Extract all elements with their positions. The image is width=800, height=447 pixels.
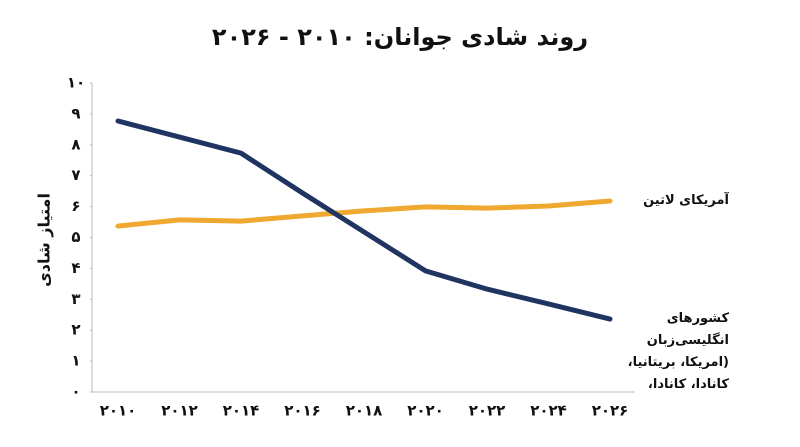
chart-title: روند شادی جوانان: ۲۰۱۰ - ۲۰۲۶ bbox=[212, 23, 588, 51]
y-tick-label: ۵ bbox=[71, 228, 80, 246]
x-tick-label: ۲۰۲۶ bbox=[592, 402, 629, 420]
series-line bbox=[115, 118, 613, 322]
y-tick-label: ۲ bbox=[71, 321, 80, 339]
y-tick-label: ۱۰ bbox=[67, 74, 85, 92]
x-tick-label: ۲۰۱۸ bbox=[346, 402, 383, 420]
x-tick-label: ۲۰۲۴ bbox=[530, 402, 567, 420]
x-tick-label: ۲۰۱۰ bbox=[100, 402, 137, 420]
series-label: کشورهای انگلیسی‌زبان (امریکا، بریتانیا، … bbox=[627, 311, 729, 389]
y-tick-label: ۸ bbox=[71, 135, 80, 153]
x-tick-label: ۲۰۱۶ bbox=[284, 402, 321, 420]
x-tick-label: ۲۰۲۲ bbox=[469, 402, 506, 420]
y-tick-label: ۳ bbox=[71, 290, 80, 308]
y-tick-label: ۹ bbox=[71, 104, 80, 122]
y-axis-title: امتیاز شادی bbox=[35, 193, 54, 287]
series-label: آمریکای لاتین bbox=[643, 193, 729, 209]
series-label-box: آمریکای لاتین bbox=[643, 193, 729, 209]
y-tick-label: ۷ bbox=[71, 166, 80, 184]
y-tick-label: ۶ bbox=[71, 197, 80, 215]
x-tick-label: ۲۰۱۴ bbox=[223, 402, 260, 420]
series-label-box: کشورهای انگلیسی‌زبان (امریکا، بریتانیا، … bbox=[627, 311, 729, 389]
x-tick-label: ۲۰۱۲ bbox=[161, 402, 198, 420]
y-tick-label: ۴ bbox=[71, 259, 80, 277]
y-tick-label: ۰ bbox=[71, 383, 80, 401]
series-line bbox=[115, 198, 613, 229]
y-tick-label: ۱ bbox=[71, 352, 80, 370]
x-tick-label: ۲۰۲۰ bbox=[407, 402, 444, 420]
